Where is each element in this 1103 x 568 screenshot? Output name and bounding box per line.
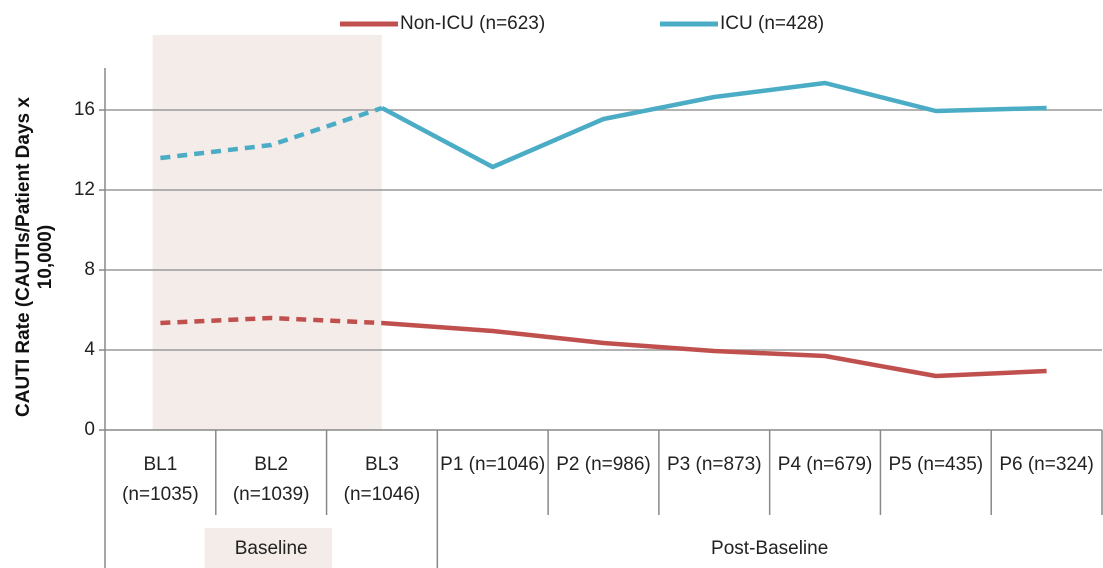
- x-tick-label: P5 (n=435): [888, 454, 984, 475]
- x-tick-label: P2 (n=986): [556, 454, 651, 475]
- x-tick-label: BL1 (n=1035): [122, 454, 199, 505]
- group-label: Post-Baseline: [711, 538, 828, 559]
- y-tick-label: 12: [74, 179, 95, 200]
- x-tick-label: P1 (n=1046): [440, 454, 546, 475]
- x-tick-label: BL2 (n=1039): [232, 454, 310, 505]
- legend-label: Non-ICU (n=623): [400, 13, 545, 34]
- baseline-label-shade: [204, 528, 333, 568]
- legend-label: ICU (n=428): [720, 13, 824, 34]
- x-tick-label: BL3 (n=1046): [343, 454, 421, 505]
- series-line: [160, 105, 383, 161]
- series-line: [380, 80, 1047, 170]
- y-tick-label: 16: [74, 99, 95, 120]
- x-tick-label: P3 (n=873): [666, 454, 762, 475]
- y-tick-label: 4: [84, 339, 95, 360]
- group-label: Baseline: [235, 538, 308, 559]
- y-tick-label: 8: [84, 259, 95, 280]
- x-tick-label: P4 (n=679): [777, 454, 873, 475]
- y-tick-label: 0: [84, 419, 95, 440]
- series-line: [160, 315, 383, 326]
- baseline-shade: [152, 35, 382, 430]
- x-tick-label: P6 (n=324): [999, 454, 1094, 475]
- series-line: [381, 320, 1047, 379]
- y-axis-title: CAUTI Rate (CAUTIs/Patient Days x 10,000…: [13, 97, 56, 417]
